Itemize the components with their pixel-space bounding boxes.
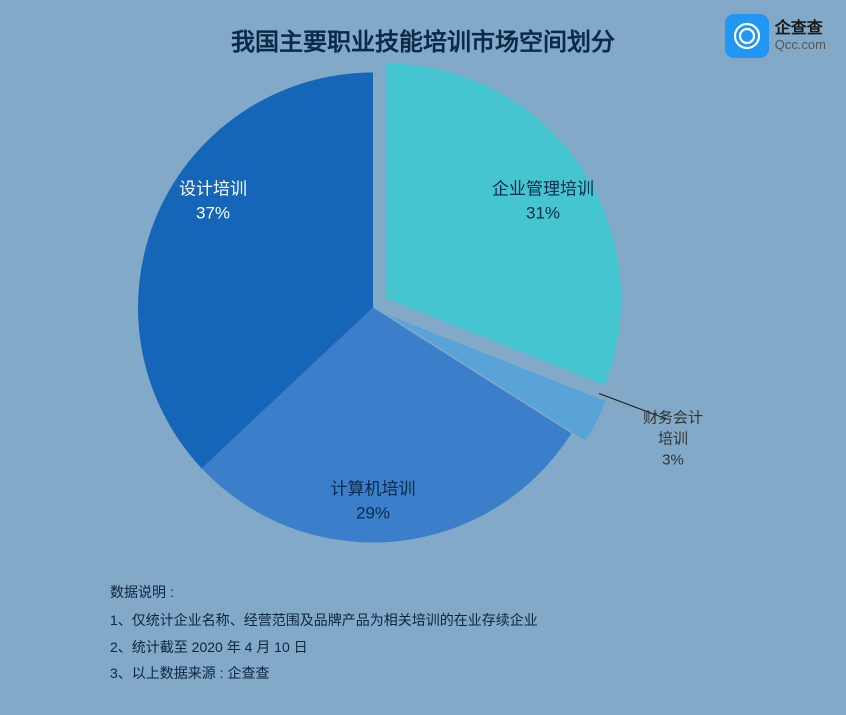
footnotes: 数据说明 : 1、仅统计企业名称、经营范围及品牌产品为相关培训的在业存续企业 2… [110, 579, 538, 687]
logo-text-en: Qcc.com [775, 38, 826, 52]
logo-text-cn: 企查查 [775, 20, 826, 38]
slice-label: 企业管理培训31% [492, 178, 594, 226]
slice-label: 计算机培训29% [331, 478, 416, 526]
footnote-line: 2、统计截至 2020 年 4 月 10 日 [110, 634, 538, 661]
footnote-line: 3、以上数据来源 : 企查查 [110, 660, 538, 687]
footnote-line: 1、仅统计企业名称、经营范围及品牌产品为相关培训的在业存续企业 [110, 607, 538, 634]
pie-chart: 企业管理培训31% 财务会计培训3% 计算机培训29% 设计培训37% [113, 48, 733, 613]
slice-label: 财务会计培训3% [643, 408, 703, 471]
brand-logo: 企查查 Qcc.com [725, 14, 826, 58]
slice-label: 设计培训37% [179, 178, 247, 226]
footnote-heading: 数据说明 : [110, 579, 538, 606]
